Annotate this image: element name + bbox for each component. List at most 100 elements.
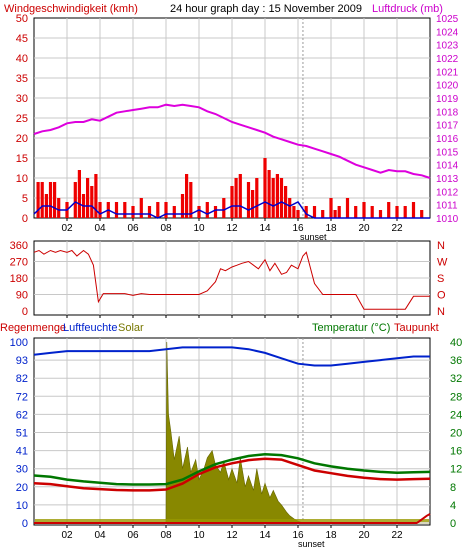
pressure-ytick-label-1014: 1014 bbox=[436, 161, 459, 172]
wind-xtick-label-02: 02 bbox=[61, 223, 73, 234]
gust-bar bbox=[73, 182, 77, 218]
wind-ytick-label-35: 35 bbox=[16, 73, 28, 85]
pressure-ytick-label-1021: 1021 bbox=[436, 67, 459, 78]
sunset-label-bottom: sunset bbox=[298, 539, 325, 549]
temp-xtick-label-10: 10 bbox=[193, 530, 205, 541]
wind-xtick-label-20: 20 bbox=[358, 223, 370, 234]
humidity-ytick-label-0: 0 bbox=[22, 518, 28, 530]
gust-bar bbox=[36, 182, 40, 218]
gust-bar bbox=[267, 170, 271, 218]
gust-bar bbox=[86, 178, 90, 218]
humidity-ytick-label-8: 82 bbox=[16, 373, 28, 385]
pressure-ytick-label-1018: 1018 bbox=[436, 107, 459, 118]
gust-bar bbox=[131, 206, 135, 218]
solar-area bbox=[34, 341, 430, 524]
temperature-ytick-label-28: 28 bbox=[450, 391, 462, 403]
gust-bar bbox=[185, 174, 189, 218]
pressure-ytick-label-1023: 1023 bbox=[436, 41, 459, 52]
temp-xtick-label-12: 12 bbox=[226, 530, 238, 541]
temp-xtick-label-06: 06 bbox=[127, 530, 139, 541]
gust-bar bbox=[354, 206, 358, 218]
gust-bar bbox=[345, 198, 350, 218]
gust-bar bbox=[279, 178, 284, 218]
gust-bar bbox=[329, 198, 333, 218]
temperature-ytick-label-40: 40 bbox=[450, 337, 462, 349]
gust-bar bbox=[147, 206, 152, 218]
pressure-ytick-label-1015: 1015 bbox=[436, 147, 459, 158]
wind-ytick-label-40: 40 bbox=[16, 53, 28, 65]
dewpoint-line bbox=[33, 457, 431, 492]
pressure-ytick-label-1013: 1013 bbox=[436, 174, 459, 185]
wind-xtick-label-10: 10 bbox=[193, 223, 205, 234]
gust-bar bbox=[40, 182, 44, 218]
pressure-ytick-label-1020: 1020 bbox=[436, 81, 459, 92]
gust-bar bbox=[77, 170, 81, 218]
rain-label: Regenmenge bbox=[0, 322, 66, 334]
direction-ytick-label-360: 360 bbox=[10, 240, 28, 252]
gust-bar bbox=[98, 202, 102, 218]
pressure-ytick-label-1017: 1017 bbox=[436, 121, 459, 132]
gust-bar bbox=[312, 206, 317, 218]
pressure-ytick-label-1024: 1024 bbox=[436, 27, 459, 38]
humidity-ytick-label-10: 100 bbox=[10, 337, 28, 349]
temp-xtick-label-02: 02 bbox=[61, 530, 73, 541]
gust-bar bbox=[53, 182, 57, 218]
direction-ytick-label-0: 0 bbox=[22, 306, 28, 318]
temperature-ytick-label-32: 32 bbox=[450, 373, 462, 385]
wind-speed-line bbox=[33, 201, 430, 219]
pressure-ytick-label-1022: 1022 bbox=[436, 54, 459, 65]
gust-bar bbox=[275, 174, 279, 218]
wind-xtick-label-18: 18 bbox=[325, 223, 337, 234]
gust-bar bbox=[246, 182, 251, 218]
gust-bar bbox=[395, 206, 399, 218]
wind-ytick-label-10: 10 bbox=[16, 173, 28, 185]
temperature-ytick-label-4: 4 bbox=[450, 500, 456, 512]
humidity-ytick-label-9: 93 bbox=[16, 355, 28, 367]
sunset-label-top: sunset bbox=[300, 232, 327, 242]
wind-ytick-label-0: 0 bbox=[22, 213, 28, 225]
gust-bar bbox=[172, 206, 176, 218]
temperature-ytick-label-12: 12 bbox=[450, 464, 462, 476]
gust-bar bbox=[213, 206, 218, 218]
gust-bar bbox=[387, 202, 391, 218]
temperature-label: Temperatur (°C) bbox=[312, 322, 390, 334]
gust-bar bbox=[222, 198, 226, 218]
gust-bar bbox=[238, 174, 242, 218]
temp-xtick-label-16: 16 bbox=[292, 530, 304, 541]
gust-bar bbox=[288, 198, 292, 218]
wind-ytick-label-25: 25 bbox=[16, 113, 28, 125]
pressure-ytick-label-1010: 1010 bbox=[436, 214, 459, 225]
gust-bar bbox=[255, 178, 259, 218]
gust-bar bbox=[123, 202, 127, 218]
direction-ytick-label-90: 90 bbox=[16, 290, 28, 302]
pressure-ytick-label-1012: 1012 bbox=[436, 187, 459, 198]
gust-bar bbox=[114, 202, 119, 218]
rain-line bbox=[34, 513, 431, 524]
temp-xtick-label-04: 04 bbox=[94, 530, 106, 541]
pressure-ytick-label-1025: 1025 bbox=[436, 14, 459, 25]
gust-bar bbox=[139, 198, 143, 218]
humidity-ytick-label-2: 20 bbox=[16, 482, 28, 494]
gust-bar bbox=[411, 202, 416, 218]
gust-bar bbox=[94, 174, 98, 218]
direction-ytick-label-180: 180 bbox=[10, 273, 28, 285]
gust-bar bbox=[420, 210, 424, 218]
humidity-ytick-label-5: 51 bbox=[16, 428, 28, 440]
gust-bar bbox=[164, 202, 168, 218]
temperature-ytick-label-36: 36 bbox=[450, 355, 462, 367]
humidity-ytick-label-4: 41 bbox=[16, 446, 28, 458]
humidity-ytick-label-1: 10 bbox=[16, 500, 28, 512]
wind-xtick-label-06: 06 bbox=[127, 223, 139, 234]
pressure-line bbox=[33, 103, 431, 179]
gust-bar bbox=[292, 206, 296, 218]
temperature-ytick-label-24: 24 bbox=[450, 409, 462, 421]
gust-bar bbox=[337, 206, 341, 218]
wind-axis-label: Windgeschwindigkeit (kmh) bbox=[4, 3, 138, 15]
gust-bar bbox=[197, 206, 201, 218]
direction-compass-label-4: N bbox=[437, 240, 445, 252]
pressure-ytick-label-1016: 1016 bbox=[436, 134, 459, 145]
gust-bar bbox=[251, 190, 255, 218]
direction-compass-label-3: W bbox=[437, 257, 448, 269]
wind-xtick-label-04: 04 bbox=[94, 223, 106, 234]
gust-bar bbox=[284, 186, 288, 218]
